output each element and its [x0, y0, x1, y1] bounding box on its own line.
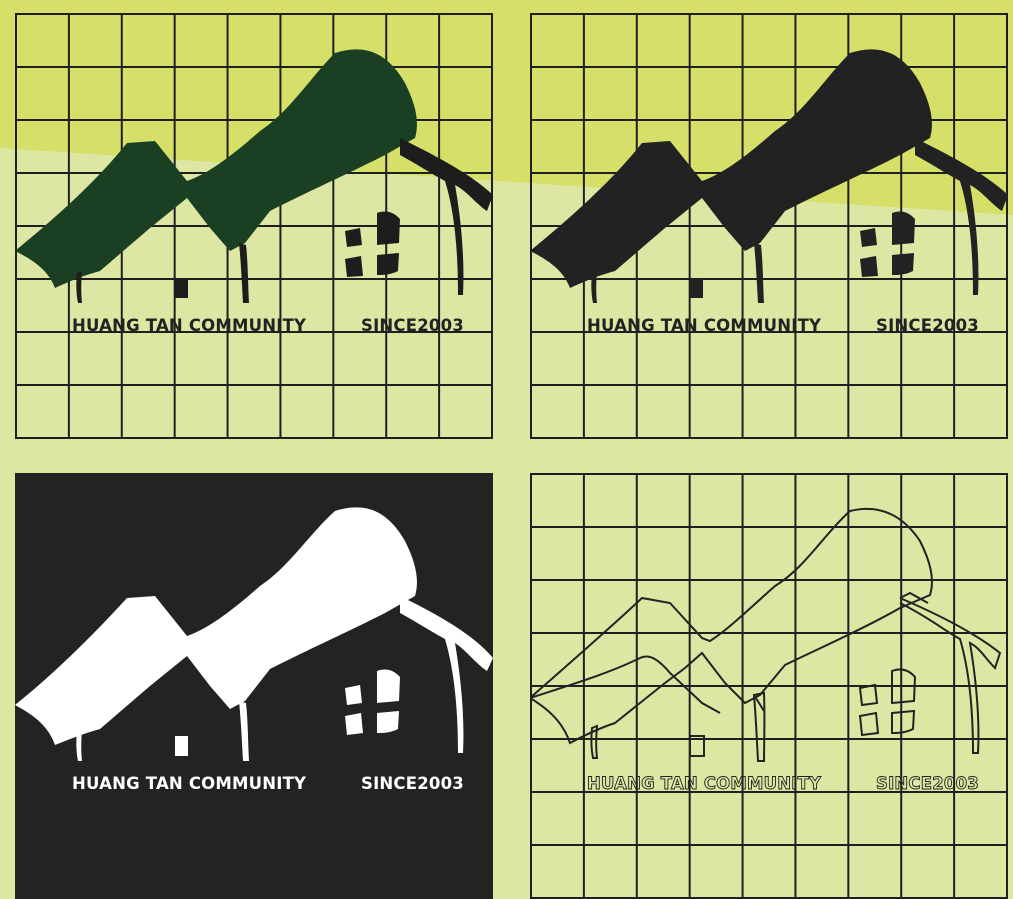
community-name-text: HUANG TAN COMMUNITY — [72, 316, 307, 335]
since-year-text: SINCE2003 — [361, 774, 464, 793]
community-name-text: HUANG TAN COMMUNITY — [72, 774, 307, 793]
since-year-text: SINCE2003 — [876, 316, 979, 335]
community-name-text: HUANG TAN COMMUNITY — [587, 774, 822, 793]
grid-background — [530, 473, 1008, 899]
logo-variant-green: HUANG TAN COMMUNITY SINCE2003 — [15, 13, 493, 439]
house-logo-icon — [15, 507, 493, 761]
house-logo-icon — [530, 49, 1008, 303]
since-year-text: SINCE2003 — [876, 774, 979, 793]
community-name-text: HUANG TAN COMMUNITY — [587, 316, 822, 335]
logo-variant-black: HUANG TAN COMMUNITY SINCE2003 — [530, 13, 1008, 439]
house-logo-icon — [530, 507, 1002, 762]
logo-variant-outline: HUANG TAN COMMUNITY SINCE2003 — [530, 473, 1008, 899]
house-logo-icon — [15, 49, 493, 303]
logo-variant-reversed: HUANG TAN COMMUNITY SINCE2003 — [15, 473, 493, 899]
since-year-text: SINCE2003 — [361, 316, 464, 335]
